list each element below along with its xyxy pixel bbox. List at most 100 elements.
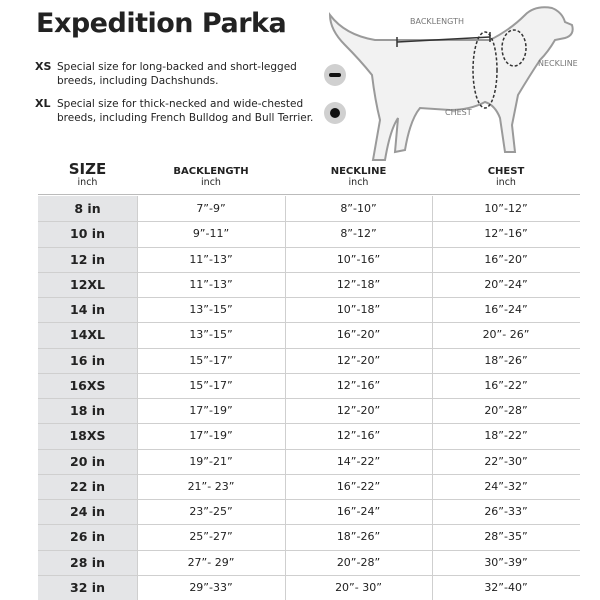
column-rule: [432, 196, 433, 600]
column-rule: [285, 196, 286, 600]
table-cell: 12”-20”: [336, 404, 381, 418]
table-cell: 18XS: [69, 428, 106, 444]
table-cell: 26”-33”: [484, 505, 528, 519]
column-header: SIZE: [68, 160, 107, 178]
row-rule: [38, 271, 580, 273]
row-rule: [38, 221, 580, 223]
table-cell: 20”-24”: [484, 277, 528, 291]
table-cell: 24”-32”: [484, 479, 528, 493]
note-text: Special size for thick-necked and wide-c…: [57, 98, 314, 124]
column-header: CHEST: [487, 166, 525, 177]
table-cell: 27”- 29”: [187, 555, 235, 569]
table-cell: 12XL: [70, 276, 105, 292]
table-cell: 11”-13”: [189, 277, 233, 291]
note-text: Special size for long-backed and short-l…: [57, 61, 297, 87]
table-cell: 12 in: [70, 251, 105, 267]
table-cell: 20”- 26”: [482, 328, 530, 342]
table-cell: 10”-18”: [336, 303, 381, 317]
measure-line: [396, 36, 491, 43]
row-rule: [38, 297, 580, 298]
table-cell: 18”-26”: [484, 353, 528, 367]
row-rule: [38, 398, 580, 399]
row-rule: [38, 524, 580, 526]
row-rule: [38, 347, 580, 349]
table-cell: 16”-24”: [336, 505, 381, 519]
table-cell: 9”-11”: [192, 227, 230, 241]
table-cell: 10”-12”: [484, 202, 528, 216]
table-cell: 12”-16”: [336, 378, 381, 392]
icon: [329, 73, 341, 77]
column-unit: inch: [201, 177, 221, 188]
table-cell: 13”-15”: [189, 303, 233, 317]
column-header: NECKLINE: [330, 166, 387, 177]
dog-silhouette: [328, 6, 574, 161]
row-rule: [38, 549, 580, 551]
table-cell: 20 in: [70, 453, 105, 469]
column-unit: inch: [348, 177, 369, 188]
row-rule: [38, 423, 580, 425]
table-cell: 12”-16”: [484, 227, 528, 241]
table-cell: 8”-12”: [340, 227, 377, 241]
title: Expedition Parka: [36, 8, 287, 39]
table-cell: 8 in: [74, 201, 101, 217]
table-cell: 24 in: [70, 504, 105, 520]
header-rule: [38, 194, 580, 195]
table-cell: 17”-19”: [189, 429, 233, 443]
table-cell: 10 in: [70, 226, 105, 242]
table-cell: 14”-22”: [336, 454, 381, 468]
table-cell: 16XS: [69, 377, 106, 393]
table-cell: 32”-40”: [484, 580, 528, 594]
table-cell: 10”-16”: [336, 252, 381, 266]
row-rule: [38, 574, 580, 576]
column-rule: [137, 196, 138, 600]
note-code: XS: [35, 60, 52, 73]
table-cell: 18”-26”: [336, 530, 381, 544]
row-rule: [38, 322, 580, 324]
table-cell: 28 in: [70, 554, 105, 570]
table-cell: 16”-24”: [484, 303, 528, 317]
table-cell: 18”-22”: [484, 429, 528, 443]
table-cell: 20”- 30”: [335, 580, 382, 594]
table-cell: 19”-21”: [189, 454, 233, 468]
neck-measure: [501, 29, 527, 67]
table-cell: 22”-30”: [484, 454, 528, 468]
table-cell: 15”-17”: [189, 353, 233, 367]
table-cell: 29”-33”: [189, 580, 233, 594]
table-cell: 28”-35”: [484, 530, 528, 544]
table-cell: 14 in: [70, 302, 105, 318]
diagram-label: CHEST: [445, 108, 472, 117]
column-unit: inch: [496, 177, 516, 188]
icon: [330, 108, 340, 118]
table-cell: 14XL: [70, 327, 105, 343]
table-cell: 8”-10”: [340, 202, 377, 216]
table-cell: 16 in: [70, 352, 105, 368]
row-rule: [38, 246, 580, 248]
table-cell: 32 in: [70, 579, 105, 595]
diagram-label: BACKLENGTH: [410, 17, 464, 26]
row-rule: [38, 499, 580, 500]
column-header: BACKLENGTH: [173, 166, 249, 177]
table-cell: 26 in: [70, 529, 105, 545]
table-cell: 16”-20”: [484, 252, 528, 266]
table-cell: 25”-27”: [189, 530, 233, 544]
table-cell: 16”-20”: [336, 328, 381, 342]
row-rule: [38, 473, 580, 475]
note-code: XL: [35, 97, 51, 110]
table-cell: 18 in: [70, 403, 105, 419]
table-cell: 20”-28”: [336, 555, 381, 569]
table-cell: 20”-28”: [484, 404, 528, 418]
table-cell: 16”-22”: [484, 378, 528, 392]
table-cell: 12”-16”: [336, 429, 381, 443]
table-cell: 17”-19”: [189, 404, 233, 418]
diagram-label: NECKLINE: [538, 59, 578, 68]
chest-measure: [472, 31, 498, 109]
column-unit: inch: [77, 177, 98, 188]
row-rule: [38, 448, 580, 450]
table-cell: 16”-22”: [336, 479, 381, 493]
table-cell: 30”-39”: [484, 555, 528, 569]
table-cell: 11”-13”: [189, 252, 233, 266]
table-cell: 7”-9”: [196, 202, 226, 216]
table-cell: 15”-17”: [189, 378, 233, 392]
table-cell: 21”- 23”: [187, 479, 235, 493]
table-cell: 12”-18”: [336, 277, 381, 291]
